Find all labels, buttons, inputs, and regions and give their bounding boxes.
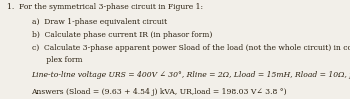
Text: 1.  For the symmetrical 3-phase circuit in Figure 1:: 1. For the symmetrical 3-phase circuit i…: [7, 3, 203, 11]
Text: Answers (Sload = (9.63 + 4.54 j) kVA, UR,load = 198.03 V∠ 3.8 °): Answers (Sload = (9.63 + 4.54 j) kVA, UR…: [32, 88, 287, 96]
Text: c)  Calculate 3-phase apparent power Sload of the load (not the whole circuit) i: c) Calculate 3-phase apparent power Sloa…: [32, 44, 350, 52]
Text: b)  Calculate phase current IR (in phasor form): b) Calculate phase current IR (in phasor…: [32, 31, 212, 39]
Text: plex form: plex form: [32, 56, 82, 64]
Text: a)  Draw 1-phase equivalent circuit: a) Draw 1-phase equivalent circuit: [32, 18, 167, 26]
Text: Line-to-line voltage URS = 400V ∠ 30°, Rline = 2Ω, Lload = 15mH, Rload = 10Ω, f : Line-to-line voltage URS = 400V ∠ 30°, R…: [32, 71, 350, 79]
